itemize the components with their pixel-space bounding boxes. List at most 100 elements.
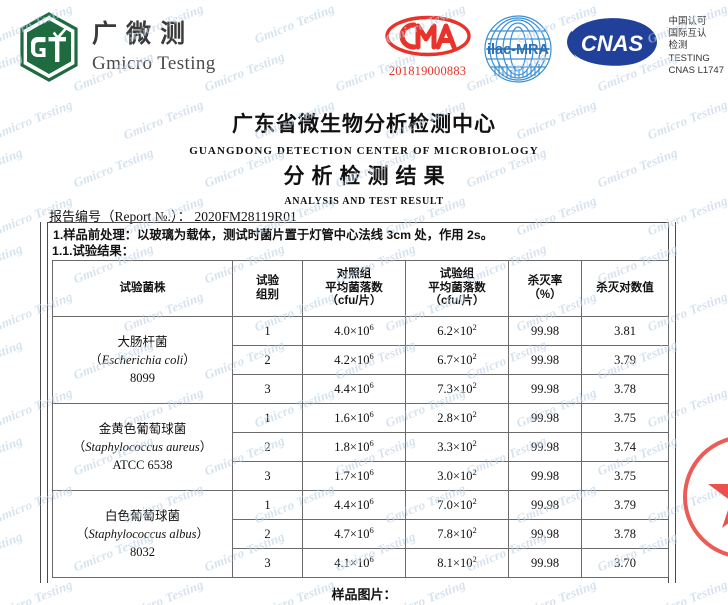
brand-name-en: Gmicro Testing	[92, 52, 216, 74]
cell-control-mean: 4.0×106	[302, 316, 406, 346]
cell-log-value: 3.75	[581, 461, 669, 491]
cell-group: 2	[232, 345, 303, 375]
cell-control-mean: 4.4×106	[302, 374, 406, 404]
ilac-mra-seal-icon: ilac-MRA	[481, 14, 555, 89]
table-body: 大肠杆菌 （Escherichia coli） 8099 1 4.0×106 6.2×10…	[52, 316, 669, 578]
page-border-left-outer	[40, 222, 41, 583]
cnas-certification: CNAS	[564, 10, 660, 75]
table-row: 白色葡萄球菌 （Staphylococcus albus） 8032 1 4.4×106…	[52, 490, 669, 578]
cnas-line-3: 检测	[668, 40, 688, 52]
col-header-test-mean: 试验组 平均菌落数 （cfu/片）	[405, 260, 509, 317]
table-row: 2 4.2×106 6.7×102 99.98 3.79	[53, 345, 669, 375]
strain-name-latin: （Escherichia coli）	[89, 353, 196, 367]
report-number-line: 报告编号（Report №.）： 2020FM28119R01	[49, 205, 297, 225]
ilac-mra-certification: ilac-MRA	[481, 14, 555, 89]
cell-log-value: 3.75	[581, 403, 669, 433]
cell-test-mean: 6.7×102	[405, 345, 509, 375]
cell-kill-rate: 99.98	[508, 316, 582, 346]
cell-kill-rate: 99.98	[508, 490, 582, 520]
cell-log-value: 3.74	[581, 432, 669, 462]
cell-control-mean: 1.6×106	[302, 403, 406, 433]
brand-name-cn: 广微测	[92, 19, 195, 48]
gt-hexagon-logo-icon	[18, 12, 80, 82]
cell-strain: 金黄色葡萄球菌 （Staphylococcus aureus） ATCC 6538	[52, 403, 233, 491]
cell-group: 1	[232, 316, 303, 346]
sample-images-label: 样品图片：	[331, 587, 397, 602]
cma-seal-icon	[384, 14, 472, 63]
cell-test-mean: 7.8×102	[405, 519, 509, 549]
document-header: 广微测 Gmicro Testing 201819000883	[0, 0, 728, 100]
cnas-line-2: 国际互认	[668, 28, 707, 40]
cell-test-mean: 6.2×102	[405, 316, 509, 346]
cell-group: 2	[232, 432, 303, 462]
pretreatment-statement: 1.样品前处理：以玻璃为载体，测试时菌片置于灯管中心法线 3cm 处，作用 2s…	[47, 222, 669, 244]
cell-group: 3	[232, 548, 303, 578]
cell-strain: 白色葡萄球菌 （Staphylococcus albus） 8032	[52, 490, 233, 578]
center-name-en: GUANGDONG DETECTION CENTER OF MICROBIOLO…	[189, 145, 539, 157]
cell-control-mean: 1.8×106	[302, 432, 406, 462]
test-results-table: 试验菌株 试验 组别 对照组 平均菌落数 （cfu/片） 试验组 平均菌落数 （…	[52, 260, 669, 578]
report-number-value: 2020FM28119R01	[194, 209, 297, 224]
page-border-left-inner	[47, 222, 48, 583]
strain-code: ATCC 6538	[112, 458, 173, 472]
cnas-line-5: CNAS L1747	[668, 64, 724, 76]
certification-logos: 201819000883	[384, 10, 724, 89]
cell-log-value: 3.70	[581, 548, 669, 578]
cell-kill-rate: 99.98	[508, 403, 582, 433]
table-row: 3 4.1×106 8.1×102 99.98 3.70	[53, 548, 669, 578]
cell-kill-rate: 99.98	[508, 374, 582, 404]
table-header-row: 试验菌株 试验 组别 对照组 平均菌落数 （cfu/片） 试验组 平均菌落数 （…	[52, 260, 669, 317]
col-header-control-mean: 对照组 平均菌落数 （cfu/片）	[302, 260, 406, 317]
cell-kill-rate: 99.98	[508, 548, 582, 578]
cell-strain: 大肠杆菌 （Escherichia coli） 8099	[52, 316, 233, 404]
brand-block: 广微测 Gmicro Testing	[18, 12, 216, 82]
cell-test-mean: 7.3×102	[405, 374, 509, 404]
report-number-label-en: （Report №.）：	[101, 209, 192, 224]
col-header-group: 试验 组别	[232, 260, 303, 317]
cell-control-mean: 4.4×106	[302, 490, 406, 520]
report-number-label-cn: 报告编号	[49, 209, 102, 224]
cnas-seal-icon: CNAS	[564, 10, 660, 75]
cnas-line-1: 中国认可	[668, 16, 707, 27]
cma-number: 201819000883	[388, 64, 467, 78]
cell-log-value: 3.78	[581, 519, 669, 549]
svg-text:ilac-MRA: ilac-MRA	[487, 42, 550, 58]
strain-name-cn: 大肠杆菌	[117, 335, 168, 349]
strain-code: 8032	[130, 545, 155, 559]
cell-log-value: 3.79	[581, 490, 669, 520]
strain-name-cn: 金黄色葡萄球菌	[98, 422, 187, 436]
table-row: 3 1.7×106 3.0×102 99.98 3.75	[53, 461, 669, 491]
cell-test-mean: 3.0×102	[405, 461, 509, 491]
cell-test-mean: 2.8×102	[405, 403, 509, 433]
cell-control-mean: 4.7×106	[302, 519, 406, 549]
cell-group: 1	[232, 403, 303, 433]
cell-kill-rate: 99.98	[508, 519, 582, 549]
strain-name-latin: （Staphylococcus albus）	[76, 527, 209, 541]
document-title-cn: 分析检测结果	[283, 165, 452, 188]
page-border-right-outer	[675, 222, 676, 583]
cell-control-mean: 1.7×106	[302, 461, 406, 491]
cell-group: 1	[232, 490, 303, 520]
cell-kill-rate: 99.98	[508, 345, 582, 375]
cell-test-mean: 7.0×102	[405, 490, 509, 520]
cell-log-value: 3.78	[581, 374, 669, 404]
strain-name-latin: （Staphylococcus aureus）	[72, 440, 213, 454]
cma-certification: 201819000883	[384, 14, 472, 79]
table-row: 3 4.4×106 7.3×102 99.98 3.78	[53, 374, 669, 404]
document-title-en: ANALYSIS AND TEST RESULT	[284, 196, 444, 207]
cell-control-mean: 4.1×106	[302, 548, 406, 578]
table-row: 大肠杆菌 （Escherichia coli） 8099 1 4.0×106 6.2×10…	[52, 316, 669, 404]
cell-group: 3	[232, 461, 303, 491]
col-header-kill-rate: 杀灭率 （%）	[508, 260, 582, 317]
cell-control-mean: 4.2×106	[302, 345, 406, 375]
page-border-right-inner	[668, 222, 669, 583]
col-header-log-value: 杀灭对数值	[581, 260, 669, 317]
cell-log-value: 3.81	[581, 316, 669, 346]
cell-log-value: 3.79	[581, 345, 669, 375]
cell-group: 3	[232, 374, 303, 404]
table-row: 金黄色葡萄球菌 （Staphylococcus aureus） ATCC 6538 1…	[52, 403, 669, 491]
results-section-heading: 1.1.试验结果：	[52, 244, 134, 258]
cell-kill-rate: 99.98	[508, 461, 582, 491]
svg-text:CNAS: CNAS	[580, 31, 643, 56]
